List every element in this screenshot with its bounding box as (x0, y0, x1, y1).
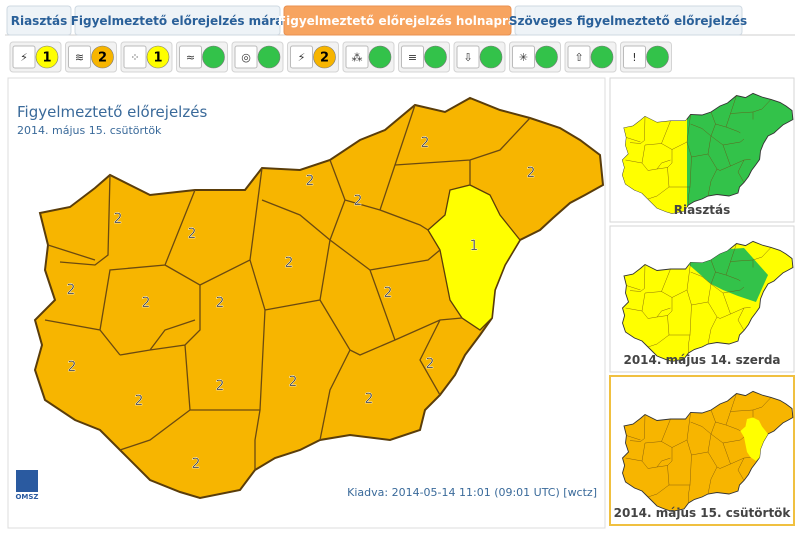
level-label: 1 (153, 51, 162, 66)
region-level: 2 (192, 456, 201, 472)
region-level: 2 (421, 135, 430, 151)
region-level: 2 (365, 391, 374, 407)
icon-glyph: ! (632, 51, 636, 64)
tab[interactable] (514, 5, 743, 36)
region-level: 1 (470, 238, 479, 254)
icon (345, 45, 369, 69)
icon (456, 45, 480, 69)
tab-label[interactable]: Riasztás (11, 14, 68, 28)
region-level: 2 (384, 285, 393, 301)
warning-icon-bar: ⚡ 1 ≋ 2 ⁘ 1 ≈ ◎ ⚡ 2 ⁂ ≡ ⇩ ✳ ⇧! (9, 41, 672, 73)
level-dot (202, 45, 225, 69)
icon (123, 45, 147, 69)
level-dot (424, 45, 447, 69)
region-level: 2 (142, 295, 151, 311)
icon-glyph: ⇧ (574, 51, 583, 64)
icon-glyph: ≈ (186, 51, 195, 64)
region-level: 2 (426, 356, 435, 372)
region-level: 2 (135, 393, 144, 409)
icon (512, 45, 535, 69)
map: 2 2 2 2 2 2 2 1 2 2 2 2 2 2 2 2 2 2 2 (34, 97, 604, 499)
level-dot (313, 45, 336, 69)
region-level: 2 (289, 374, 298, 390)
map-title: Figyelmeztető előrejelzés (17, 103, 207, 121)
level-dot (535, 45, 558, 69)
icon-glyph: ⚡ (20, 51, 28, 64)
region-level: 2 (68, 359, 77, 375)
icon (234, 45, 258, 69)
icon-glyph: ⇩ (463, 51, 472, 64)
region-level: 2 (67, 282, 76, 298)
tab-label[interactable]: Figyelmeztető előrejelzés mára (71, 14, 284, 28)
tab[interactable] (6, 5, 72, 36)
icon-glyph: ⁘ (130, 51, 139, 64)
level-dot (35, 45, 59, 69)
icon (623, 45, 646, 69)
region-level: 2 (114, 211, 123, 227)
level-dot (479, 45, 503, 69)
tab-label[interactable]: Szöveges figyelmeztető előrejelzés (509, 14, 747, 28)
icon-glyph: ⁂ (352, 51, 363, 64)
icon-glyph: ≡ (408, 51, 417, 64)
level-dot (257, 45, 281, 69)
icon-glyph: ◎ (241, 51, 251, 64)
thumbnails: Riasztás 2014. május 14. szerda 2014. máju… (609, 77, 795, 526)
level-dot (146, 45, 170, 69)
region-level: 2 (216, 295, 225, 311)
region-level: 2 (354, 193, 363, 209)
icon (567, 45, 591, 69)
tab-label[interactable]: Figyelmeztető előrejelzés holnapra (278, 14, 516, 28)
region-level: 2 (285, 255, 294, 271)
thumbnail-caption: Riasztás (674, 203, 731, 217)
tab-active[interactable] (283, 5, 512, 36)
logo (16, 470, 38, 492)
region-level: 2 (527, 165, 536, 181)
issued: Kiadva: 2014-05-14 11:01 (09:01 UTC) [wc… (347, 486, 597, 499)
level-label: 2 (98, 51, 107, 66)
level-dot (590, 45, 614, 69)
icon (401, 45, 424, 69)
logo-text: OMSZ (15, 493, 38, 501)
icon (12, 45, 36, 69)
region-level: 2 (306, 173, 315, 189)
level-dot (91, 45, 114, 69)
icon-glyph: ⚡ (298, 51, 306, 64)
level-label: 2 (320, 51, 329, 66)
thumbnail-caption: 2014. május 15. csütörtök (614, 506, 792, 520)
map-date: 2014. május 15. csütörtök (17, 124, 162, 137)
icon (290, 45, 313, 69)
icon (68, 45, 91, 69)
level-label: 1 (42, 51, 51, 66)
tab-bar: Riasztás Figyelmeztető előrejelzés mára … (5, 5, 795, 36)
region-level: 2 (188, 226, 197, 242)
tab[interactable] (74, 5, 281, 36)
icon-glyph: ≋ (75, 51, 84, 64)
level-dot (646, 45, 669, 69)
region-level: 2 (216, 378, 225, 394)
thumbnail-caption: 2014. május 14. szerda (623, 353, 780, 367)
icon (179, 45, 202, 69)
level-dot (368, 45, 392, 69)
icon-glyph: ✳ (519, 51, 528, 64)
